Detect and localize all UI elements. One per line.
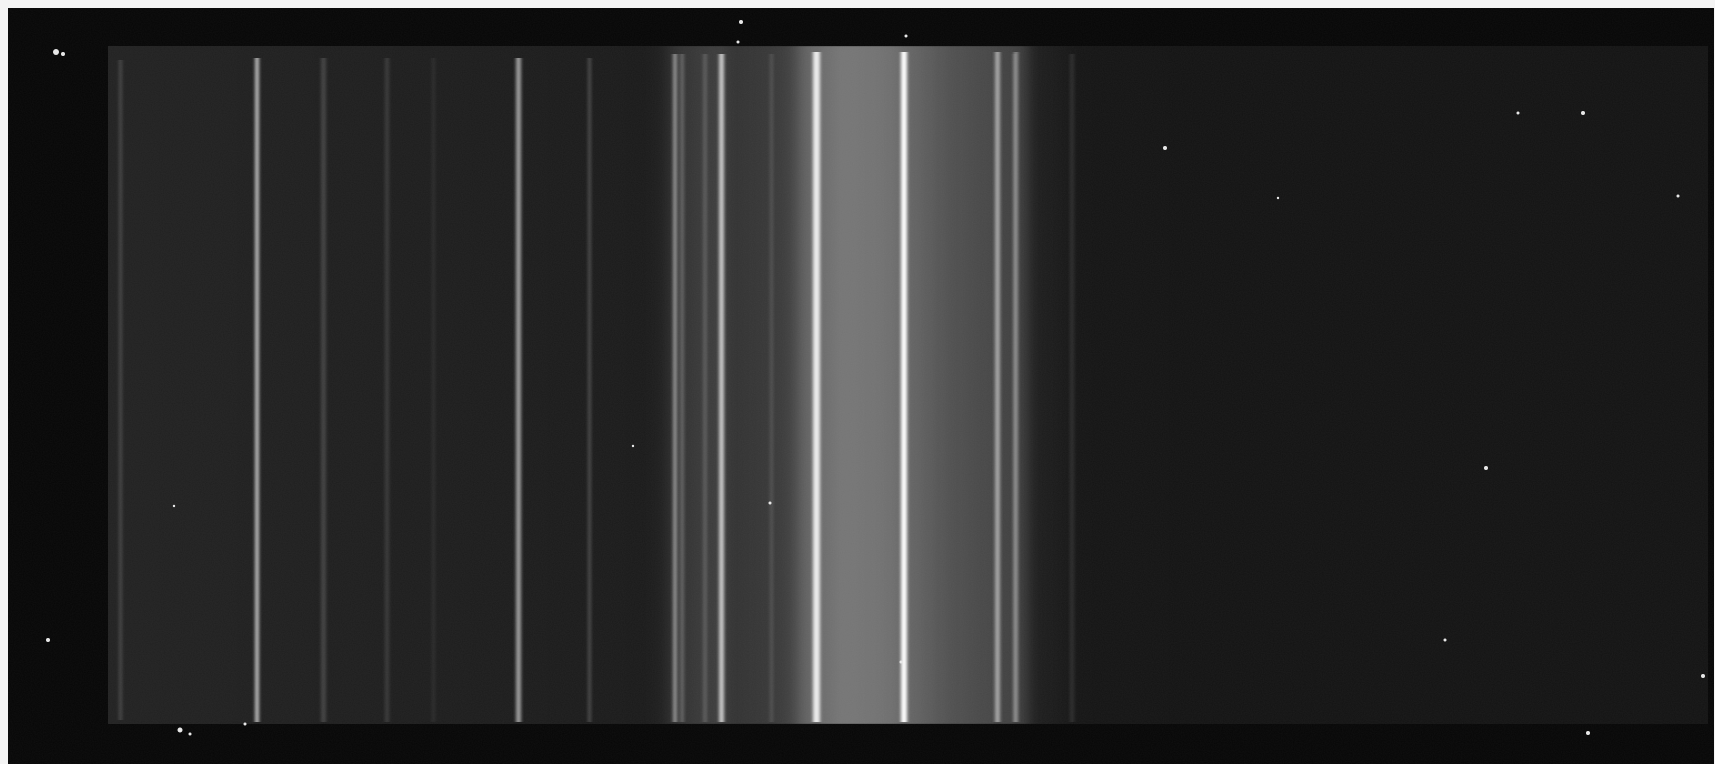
spectrum-image	[8, 8, 1714, 764]
film-grain	[8, 8, 1714, 764]
spectrum-photo-frame	[8, 8, 1714, 764]
